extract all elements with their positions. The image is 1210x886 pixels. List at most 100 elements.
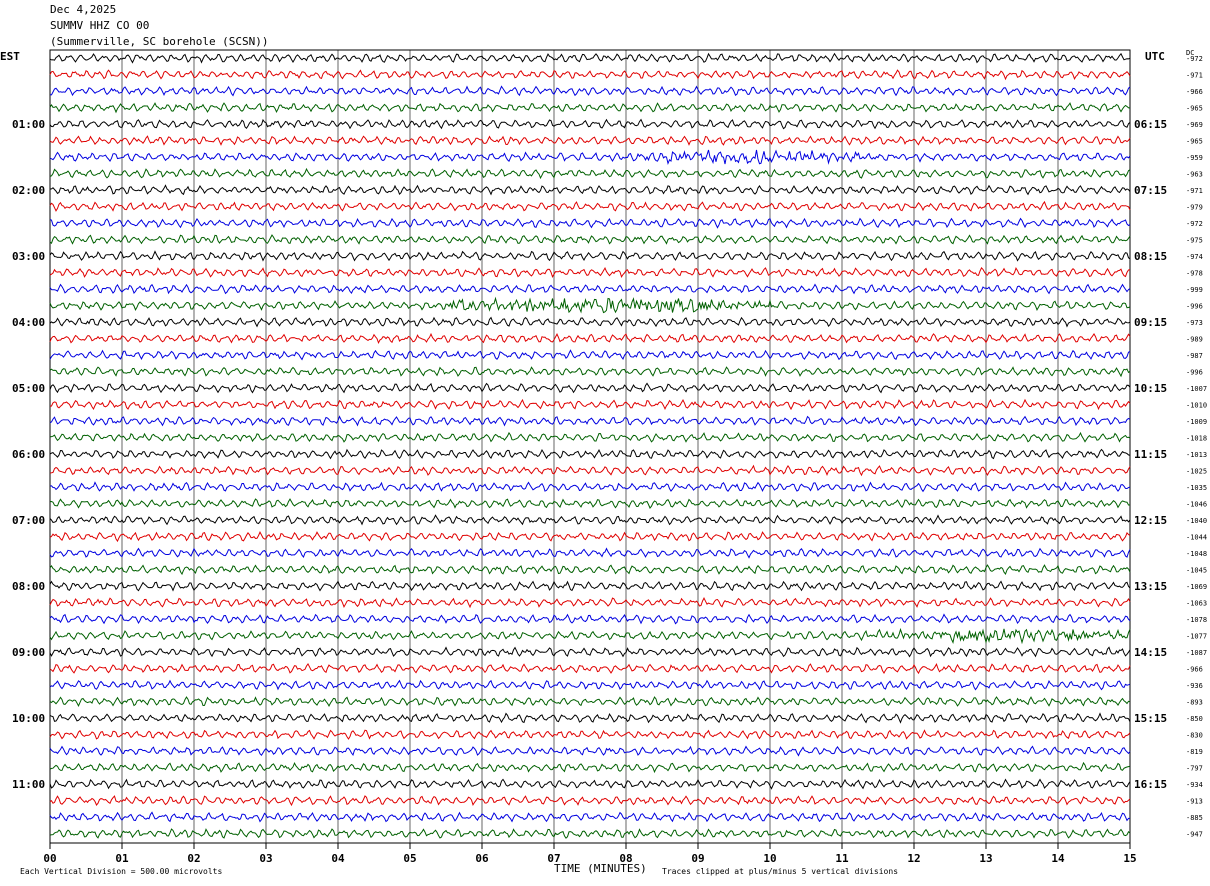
traces bbox=[49, 52, 1131, 839]
x-tick-label: 01 bbox=[115, 852, 129, 865]
utc-time-label: 07:15 bbox=[1134, 184, 1167, 197]
dc-value: -1044 bbox=[1186, 534, 1207, 542]
plot-frame bbox=[49, 49, 1131, 844]
utc-time-label: 08:15 bbox=[1134, 250, 1167, 263]
trace-line bbox=[49, 200, 1131, 212]
dc-value: -1069 bbox=[1186, 583, 1207, 591]
dc-value: -1013 bbox=[1186, 451, 1207, 459]
trace-line bbox=[49, 102, 1131, 114]
dc-value: -979 bbox=[1186, 204, 1203, 212]
x-tick-label: 12 bbox=[907, 852, 920, 865]
utc-time-label: 14:15 bbox=[1134, 646, 1167, 659]
x-tick-label: 11 bbox=[835, 852, 849, 865]
dc-value: -1007 bbox=[1186, 385, 1207, 393]
trace-line bbox=[49, 613, 1131, 625]
dc-value: -996 bbox=[1186, 369, 1203, 377]
dc-value: -1009 bbox=[1186, 418, 1207, 426]
dc-value: -959 bbox=[1186, 154, 1203, 162]
x-tick-label: 13 bbox=[979, 852, 992, 865]
x-tick-label: 06 bbox=[475, 852, 489, 865]
trace-line bbox=[49, 696, 1131, 707]
dc-value: -947 bbox=[1186, 831, 1203, 839]
dc-value: -1087 bbox=[1186, 649, 1207, 657]
trace-line bbox=[49, 332, 1131, 345]
trace-line bbox=[49, 761, 1131, 774]
est-time-label: 07:00 bbox=[12, 514, 45, 527]
trace-line bbox=[49, 234, 1131, 245]
trace-line bbox=[49, 431, 1131, 443]
dc-value: -936 bbox=[1186, 682, 1203, 690]
dc-value: -1045 bbox=[1186, 567, 1207, 575]
dc-value: -797 bbox=[1186, 765, 1203, 773]
dc-value: -965 bbox=[1186, 138, 1203, 146]
dc-value: -1046 bbox=[1186, 501, 1207, 509]
dc-value: -1077 bbox=[1186, 633, 1207, 641]
dc-value: -830 bbox=[1186, 732, 1203, 740]
trace-line bbox=[49, 366, 1131, 378]
trace-line bbox=[49, 531, 1131, 543]
dc-value: -996 bbox=[1186, 303, 1203, 311]
utc-time-label: 06:15 bbox=[1134, 118, 1167, 131]
dc-value: -1018 bbox=[1186, 435, 1207, 443]
trace-line bbox=[49, 729, 1131, 740]
trace-line bbox=[49, 547, 1131, 559]
x-tick-label: 03 bbox=[259, 852, 272, 865]
x-tick-label: 04 bbox=[331, 852, 345, 865]
dc-value: -850 bbox=[1186, 715, 1203, 723]
trace-line bbox=[49, 135, 1131, 146]
dc-value: -1035 bbox=[1186, 484, 1207, 492]
est-time-label: 02:00 bbox=[12, 184, 45, 197]
dc-value: -1025 bbox=[1186, 468, 1207, 476]
est-time-label: 09:00 bbox=[12, 646, 45, 659]
dc-value: -971 bbox=[1186, 187, 1203, 195]
dc-value: -1078 bbox=[1186, 616, 1207, 624]
trace-line bbox=[49, 448, 1131, 460]
utc-time-label: 11:15 bbox=[1134, 448, 1167, 461]
x-axis-title: TIME (MINUTES) bbox=[554, 862, 647, 875]
dc-value: -972 bbox=[1186, 55, 1203, 63]
trace-line bbox=[49, 167, 1131, 180]
dc-value: -987 bbox=[1186, 352, 1203, 360]
dc-value: -893 bbox=[1186, 699, 1203, 707]
left-zone-label: EST bbox=[0, 50, 20, 63]
est-time-label: 11:00 bbox=[12, 778, 45, 791]
est-time-label: 05:00 bbox=[12, 382, 45, 395]
header-location: (Summerville, SC borehole (SCSN)) bbox=[50, 35, 269, 48]
dc-value: -913 bbox=[1186, 798, 1203, 806]
trace-line bbox=[49, 349, 1131, 361]
trace-line bbox=[49, 580, 1131, 592]
dc-value: -975 bbox=[1186, 237, 1203, 245]
trace-line bbox=[49, 514, 1131, 526]
trace-line bbox=[49, 712, 1131, 724]
trace-line bbox=[49, 679, 1131, 691]
dc-value: -966 bbox=[1186, 88, 1203, 96]
utc-time-label: 15:15 bbox=[1134, 712, 1167, 725]
dc-value: -965 bbox=[1186, 105, 1203, 113]
trace-line bbox=[49, 481, 1131, 493]
trace-line bbox=[49, 662, 1131, 675]
clip-note: Traces clipped at plus/minus 5 vertical … bbox=[662, 867, 899, 876]
x-tick-label: 10 bbox=[763, 852, 776, 865]
dc-label: DC bbox=[1186, 49, 1195, 57]
trace-line bbox=[49, 118, 1131, 130]
dc-value: -1010 bbox=[1186, 402, 1207, 410]
x-tick-label: 15 bbox=[1123, 852, 1136, 865]
trace-line bbox=[49, 498, 1130, 509]
dc-value: -999 bbox=[1186, 286, 1203, 294]
trace-line bbox=[49, 828, 1131, 839]
trace-line bbox=[49, 296, 1131, 314]
dc-value: -819 bbox=[1186, 748, 1203, 756]
trace-line bbox=[49, 52, 1131, 64]
trace-line bbox=[49, 85, 1131, 97]
dc-value: -934 bbox=[1186, 781, 1203, 789]
est-time-label: 01:00 bbox=[12, 118, 45, 131]
scale-note: Each Vertical Division = 500.00 microvol… bbox=[20, 867, 223, 876]
dc-value: -978 bbox=[1186, 270, 1203, 278]
est-time-label: 08:00 bbox=[12, 580, 45, 593]
trace-line bbox=[49, 316, 1131, 328]
x-tick-label: 07 bbox=[547, 852, 560, 865]
trace-line bbox=[49, 778, 1131, 790]
dc-value: -1048 bbox=[1186, 550, 1207, 558]
est-time-label: 03:00 bbox=[12, 250, 45, 263]
